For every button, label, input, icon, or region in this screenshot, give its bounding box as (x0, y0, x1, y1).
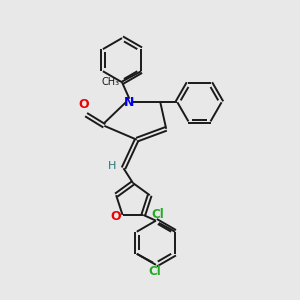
Text: O: O (78, 98, 89, 111)
Text: Cl: Cl (151, 208, 164, 220)
Text: N: N (124, 96, 135, 109)
Text: O: O (111, 210, 122, 223)
Text: H: H (108, 161, 116, 171)
Text: Cl: Cl (148, 265, 161, 278)
Text: CH₃: CH₃ (101, 76, 120, 86)
